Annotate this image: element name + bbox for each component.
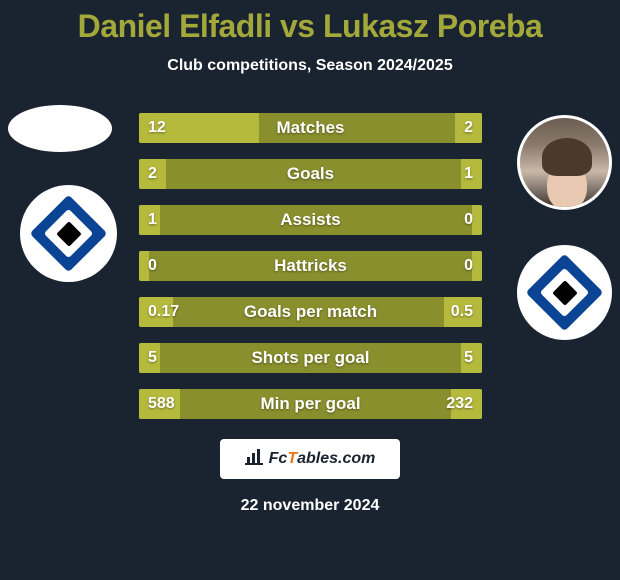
stat-value-right: 1: [464, 159, 473, 189]
stat-label: Matches: [139, 113, 482, 143]
stat-row: 0.17Goals per match0.5: [139, 297, 482, 327]
stat-value-right: 0.5: [451, 297, 473, 327]
page-title: Daniel Elfadli vs Lukasz Poreba: [0, 0, 620, 45]
fctables-logo: FcTables.com: [220, 439, 400, 479]
stat-value-right: 5: [464, 343, 473, 373]
player-right-avatar: [517, 115, 612, 210]
stat-bars-container: 12Matches22Goals11Assists00Hattricks00.1…: [139, 113, 482, 435]
stat-label: Hattricks: [139, 251, 482, 281]
stat-row: 5Shots per goal5: [139, 343, 482, 373]
stat-row: 588Min per goal232: [139, 389, 482, 419]
stats-area: 12Matches22Goals11Assists00Hattricks00.1…: [0, 105, 620, 425]
stat-value-right: 0: [464, 251, 473, 281]
logo-text-accent: T: [287, 450, 297, 468]
generated-date: 22 november 2024: [0, 497, 620, 515]
club-logo-icon: [537, 265, 592, 320]
stat-value-right: 2: [464, 113, 473, 143]
club-logo-icon: [41, 206, 96, 261]
stat-label: Assists: [139, 205, 482, 235]
player-right-club-badge: [517, 245, 612, 340]
stat-row: 2Goals1: [139, 159, 482, 189]
stat-label: Goals per match: [139, 297, 482, 327]
logo-text-pre: Fc: [269, 450, 288, 468]
stat-row: 0Hattricks0: [139, 251, 482, 281]
stat-row: 1Assists0: [139, 205, 482, 235]
player-left-avatar: [8, 105, 112, 152]
stat-row: 12Matches2: [139, 113, 482, 143]
stat-label: Min per goal: [139, 389, 482, 419]
chart-icon: [245, 449, 263, 470]
stat-label: Goals: [139, 159, 482, 189]
stat-value-right: 0: [464, 205, 473, 235]
player-right-face-placeholder: [520, 118, 609, 207]
stat-value-right: 232: [446, 389, 473, 419]
subtitle: Club competitions, Season 2024/2025: [0, 57, 620, 75]
logo-text-post: ables.com: [297, 450, 375, 468]
player-left-club-badge: [20, 185, 117, 282]
stat-label: Shots per goal: [139, 343, 482, 373]
